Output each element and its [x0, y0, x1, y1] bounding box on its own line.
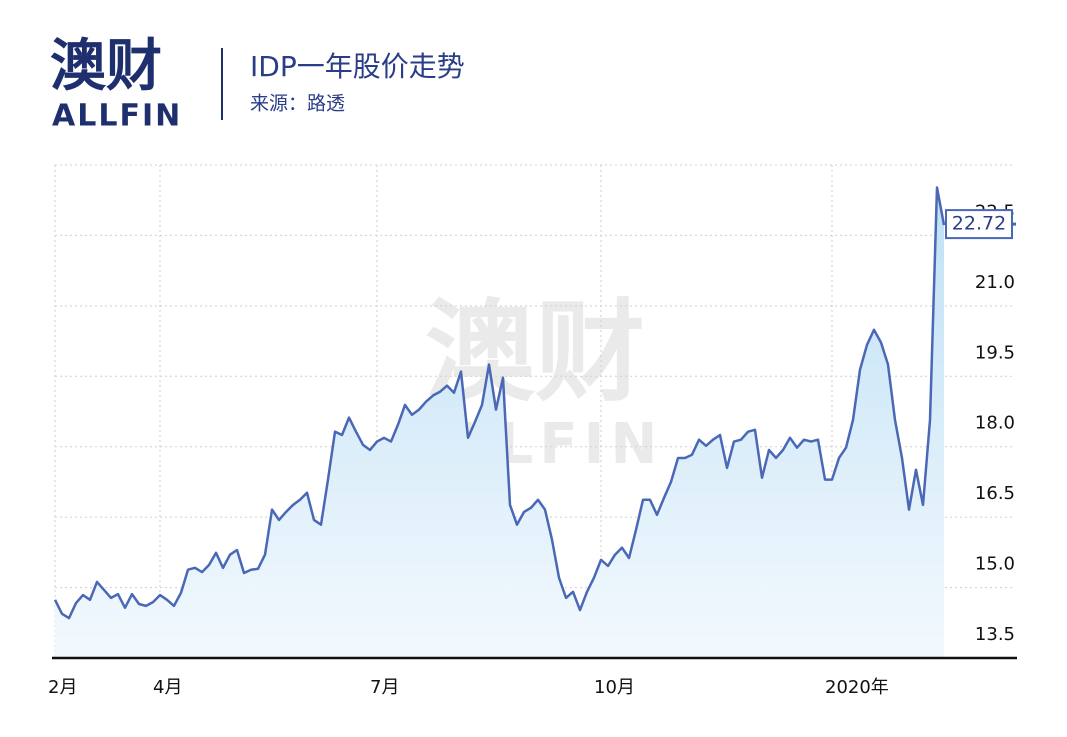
logo-name: 澳财 [50, 34, 162, 99]
y-tick-label: 16.5 [975, 483, 1015, 504]
y-tick-label: 15.0 [975, 554, 1015, 575]
line [53, 186, 946, 620]
y-tick-label: 18.0 [975, 413, 1015, 434]
plot: 13.515.016.518.019.521.022.52月4月7月10月202… [48, 164, 1017, 698]
x-tick-label: 2020年 [825, 677, 889, 698]
y-tick-label: 21.0 [975, 272, 1015, 293]
logo-en: ALLFIN [52, 99, 182, 134]
value-label: 22.72 [952, 213, 1006, 235]
x-tick-label: 4月 [153, 677, 182, 698]
x-tick-label: 2月 [48, 677, 77, 698]
x-tick-label: 10月 [594, 677, 635, 698]
chart-subtitle: 来源：路透 [250, 93, 345, 115]
chart-title: IDP一年股价走势 [250, 50, 465, 83]
y-tick-label: 19.5 [975, 342, 1015, 363]
value-label-box [945, 209, 1013, 240]
y-tick-label: 13.5 [975, 624, 1015, 645]
x-tick-label: 7月 [370, 677, 399, 698]
area [55, 187, 944, 658]
